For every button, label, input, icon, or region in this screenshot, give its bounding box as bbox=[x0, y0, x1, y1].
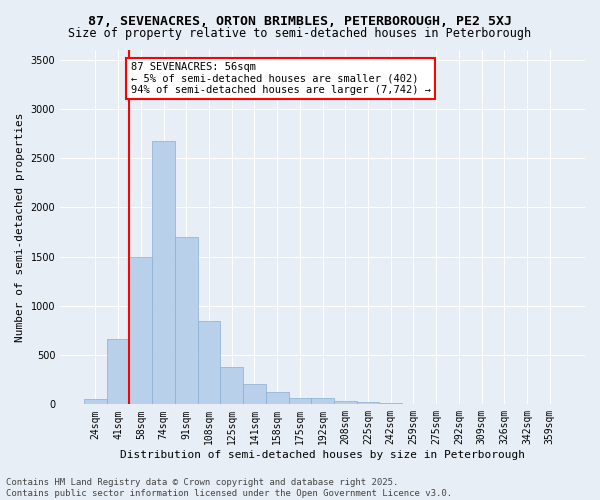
Bar bbox=[311, 398, 334, 404]
Bar bbox=[84, 400, 107, 404]
Text: Contains HM Land Registry data © Crown copyright and database right 2025.
Contai: Contains HM Land Registry data © Crown c… bbox=[6, 478, 452, 498]
Bar bbox=[266, 392, 289, 404]
Text: 87 SEVENACRES: 56sqm
← 5% of semi-detached houses are smaller (402)
94% of semi-: 87 SEVENACRES: 56sqm ← 5% of semi-detach… bbox=[131, 62, 431, 95]
Bar bbox=[334, 401, 356, 404]
Bar bbox=[356, 402, 379, 404]
Bar bbox=[289, 398, 311, 404]
Text: 87, SEVENACRES, ORTON BRIMBLES, PETERBOROUGH, PE2 5XJ: 87, SEVENACRES, ORTON BRIMBLES, PETERBOR… bbox=[88, 15, 512, 28]
Y-axis label: Number of semi-detached properties: Number of semi-detached properties bbox=[15, 112, 25, 342]
X-axis label: Distribution of semi-detached houses by size in Peterborough: Distribution of semi-detached houses by … bbox=[120, 450, 525, 460]
Bar bbox=[130, 256, 152, 404]
Bar bbox=[107, 340, 130, 404]
Bar bbox=[243, 384, 266, 404]
Bar bbox=[152, 140, 175, 404]
Bar bbox=[175, 237, 197, 404]
Bar bbox=[220, 367, 243, 405]
Bar bbox=[197, 320, 220, 404]
Text: Size of property relative to semi-detached houses in Peterborough: Size of property relative to semi-detach… bbox=[68, 28, 532, 40]
Bar bbox=[379, 403, 402, 404]
